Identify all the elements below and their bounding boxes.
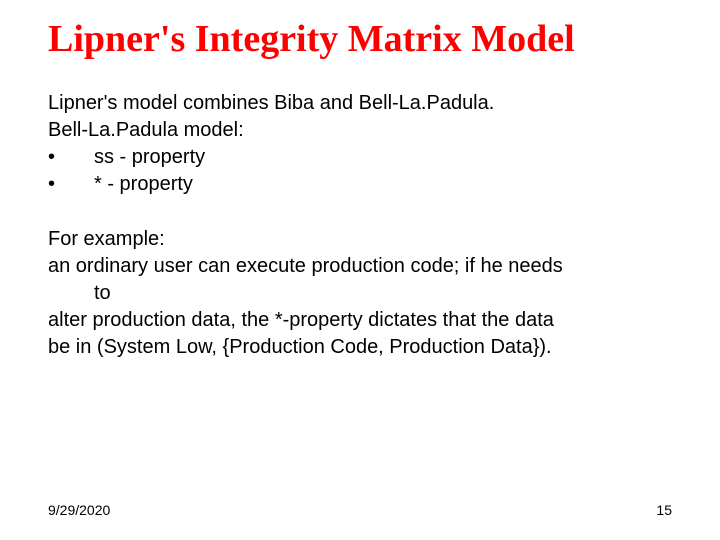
bullet-text: ss - property — [94, 144, 205, 171]
intro-line-2: Bell-La.Padula model: — [48, 117, 672, 144]
footer-date: 9/29/2020 — [48, 502, 110, 518]
body-block-2: For example: an ordinary user can execut… — [48, 226, 672, 361]
bullet-item: • * - property — [48, 171, 672, 198]
slide-title: Lipner's Integrity Matrix Model — [48, 18, 672, 62]
body-block-1: Lipner's model combines Biba and Bell-La… — [48, 90, 672, 198]
slide-footer: 9/29/2020 15 — [48, 502, 672, 518]
footer-page-number: 15 — [656, 502, 672, 518]
example-line-2b: to — [48, 280, 672, 307]
bullet-mark: • — [48, 171, 94, 198]
example-line-3: alter production data, the *-property di… — [48, 307, 672, 334]
example-line-4: be in (System Low, {Production Code, Pro… — [48, 334, 672, 361]
bullet-mark: • — [48, 144, 94, 171]
intro-line-1: Lipner's model combines Biba and Bell-La… — [48, 90, 672, 117]
example-line-2: an ordinary user can execute production … — [48, 253, 672, 280]
slide: Lipner's Integrity Matrix Model Lipner's… — [0, 0, 720, 540]
example-line-1: For example: — [48, 226, 672, 253]
bullet-item: • ss - property — [48, 144, 672, 171]
bullet-text: * - property — [94, 171, 193, 198]
